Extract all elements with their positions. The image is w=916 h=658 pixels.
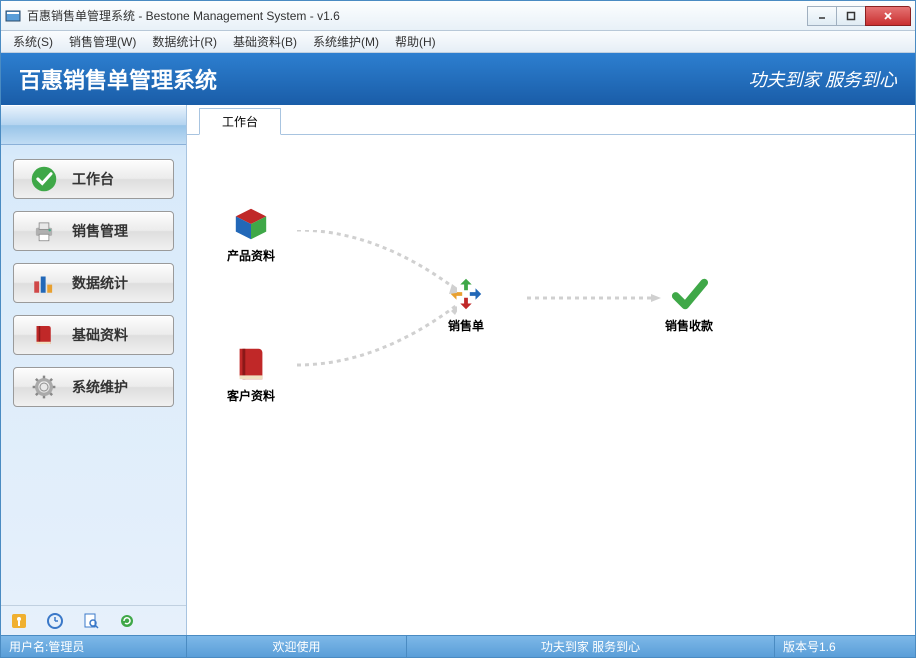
window-title: 百惠销售单管理系统 - Bestone Management System - … xyxy=(27,7,808,24)
sidebar-btn-workbench[interactable]: 工作台 xyxy=(13,159,174,199)
banner: 百惠销售单管理系统 功夫到家 服务到心 xyxy=(1,53,915,105)
sidebar-btn-stats[interactable]: 数据统计 xyxy=(13,263,174,303)
titlebar: 百惠销售单管理系统 - Bestone Management System - … xyxy=(1,1,915,31)
menu-stats[interactable]: 数据统计(R) xyxy=(144,31,225,52)
sidebar: 工作台 销售管理 数据统计 xyxy=(1,105,187,635)
sidebar-label: 基础资料 xyxy=(72,325,128,345)
check-circle-icon xyxy=(28,163,60,195)
flow-arrow xyxy=(297,230,457,300)
tab-strip: 工作台 xyxy=(187,109,915,135)
window-controls xyxy=(808,6,911,26)
sidebar-btn-basedata[interactable]: 基础资料 xyxy=(13,315,174,355)
status-user: 用户名:管理员 xyxy=(1,636,187,657)
status-slogan: 功夫到家 服务到心 xyxy=(407,636,775,657)
workspace-item-customer[interactable]: 客户资料 xyxy=(227,345,275,404)
sidebar-bottom-toolbar xyxy=(1,605,186,635)
clock-icon[interactable] xyxy=(47,613,63,629)
content-area: 工作台 销售管理 数据统计 xyxy=(1,105,915,635)
key-icon[interactable] xyxy=(11,613,27,629)
app-icon xyxy=(5,8,21,24)
menubar: 系统(S) 销售管理(W) 数据统计(R) 基础资料(B) 系统维护(M) 帮助… xyxy=(1,31,915,53)
status-version: 版本号1.6 xyxy=(775,636,915,657)
sidebar-label: 工作台 xyxy=(72,169,114,189)
menu-help[interactable]: 帮助(H) xyxy=(387,31,444,52)
printer-icon xyxy=(28,215,60,247)
banner-slogan: 功夫到家 服务到心 xyxy=(749,66,898,92)
workspace-label: 销售收款 xyxy=(665,317,713,334)
maximize-button[interactable] xyxy=(836,6,866,26)
tab-workbench[interactable]: 工作台 xyxy=(199,108,281,135)
book-icon xyxy=(28,319,60,351)
sidebar-label: 数据统计 xyxy=(72,273,128,293)
search-doc-icon[interactable] xyxy=(83,613,99,629)
bar-chart-icon xyxy=(28,267,60,299)
menu-system[interactable]: 系统(S) xyxy=(5,31,61,52)
flow-arrow xyxy=(297,295,457,370)
refresh-icon[interactable] xyxy=(119,613,135,629)
menu-sales[interactable]: 销售管理(W) xyxy=(61,31,144,52)
sidebar-header xyxy=(1,105,186,145)
sidebar-nav: 工作台 销售管理 数据统计 xyxy=(1,145,186,605)
sidebar-btn-sales[interactable]: 销售管理 xyxy=(13,211,174,251)
sidebar-label: 销售管理 xyxy=(72,221,128,241)
book-red-icon xyxy=(232,345,270,383)
statusbar: 用户名:管理员 欢迎使用 功夫到家 服务到心 版本号1.6 xyxy=(1,635,915,657)
workspace-item-receipt[interactable]: 销售收款 xyxy=(665,275,713,334)
box-icon xyxy=(232,205,270,243)
application-window: 百惠销售单管理系统 - Bestone Management System - … xyxy=(0,0,916,658)
workspace-label: 产品资料 xyxy=(227,247,275,264)
main-area: 工作台 产品资料 客户资料 xyxy=(187,105,915,635)
check-green-icon xyxy=(670,275,708,313)
workspace-item-product[interactable]: 产品资料 xyxy=(227,205,275,264)
sidebar-label: 系统维护 xyxy=(72,377,128,397)
workspace: 产品资料 客户资料 xyxy=(187,135,915,635)
workspace-label: 客户资料 xyxy=(227,387,275,404)
status-welcome: 欢迎使用 xyxy=(187,636,407,657)
flow-arrow xyxy=(527,293,667,303)
menu-basedata[interactable]: 基础资料(B) xyxy=(225,31,305,52)
minimize-button[interactable] xyxy=(807,6,837,26)
banner-title: 百惠销售单管理系统 xyxy=(19,63,749,95)
menu-maintenance[interactable]: 系统维护(M) xyxy=(305,31,387,52)
gear-icon xyxy=(28,371,60,403)
sidebar-btn-maintenance[interactable]: 系统维护 xyxy=(13,367,174,407)
close-button[interactable] xyxy=(865,6,911,26)
